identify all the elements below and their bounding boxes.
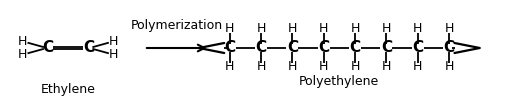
Text: C: C — [349, 40, 361, 56]
Text: C: C — [287, 40, 298, 56]
Text: Polymerization: Polymerization — [131, 20, 223, 32]
Text: C: C — [381, 40, 392, 56]
Text: H: H — [350, 60, 360, 74]
Text: H: H — [319, 60, 328, 74]
Text: H: H — [288, 60, 297, 74]
Text: H: H — [225, 22, 234, 36]
Text: H: H — [109, 48, 119, 61]
Text: Ethylene: Ethylene — [41, 84, 95, 96]
Text: H: H — [413, 22, 422, 36]
Text: H: H — [444, 60, 453, 74]
Text: H: H — [444, 22, 453, 36]
Text: H: H — [382, 22, 391, 36]
Text: C: C — [224, 40, 235, 56]
Text: H: H — [319, 22, 328, 36]
Text: C: C — [412, 40, 423, 56]
Text: H: H — [350, 22, 360, 36]
Text: H: H — [257, 22, 266, 36]
Text: H: H — [109, 35, 119, 48]
Text: C: C — [42, 40, 54, 56]
Text: C: C — [83, 40, 94, 56]
Text: H: H — [225, 60, 234, 74]
Text: H: H — [413, 60, 422, 74]
Text: C: C — [318, 40, 329, 56]
Text: H: H — [18, 48, 27, 61]
Text: H: H — [382, 60, 391, 74]
Text: C: C — [443, 40, 454, 56]
Text: H: H — [257, 60, 266, 74]
Text: H: H — [288, 22, 297, 36]
Text: C: C — [256, 40, 267, 56]
Text: Polyethylene: Polyethylene — [299, 74, 379, 88]
Text: H: H — [18, 35, 27, 48]
